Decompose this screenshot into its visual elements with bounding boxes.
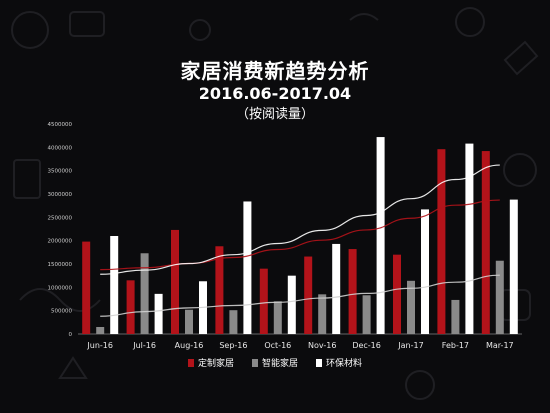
bar xyxy=(376,137,385,334)
chart-subtitle: 2016.06-2017.04 xyxy=(198,84,352,103)
y-tick-label: 0 xyxy=(69,332,73,338)
x-tick-label: Nov-16 xyxy=(308,341,336,350)
x-tick-label: Jun-16 xyxy=(86,341,113,350)
y-tick-label: 500000 xyxy=(51,309,72,315)
x-tick-label: Aug-16 xyxy=(175,341,204,350)
x-tick-label: Oct-16 xyxy=(264,341,291,350)
bar xyxy=(229,310,238,334)
bar xyxy=(451,299,460,334)
x-tick-label: Dec-16 xyxy=(352,341,381,350)
bar xyxy=(421,209,429,334)
chart-note: （按阅读量） xyxy=(235,107,314,122)
title-block: 家居消费新趋势分析 2016.06-2017.04 （按阅读量） xyxy=(0,58,550,124)
bar xyxy=(348,249,357,334)
bar xyxy=(243,201,252,334)
bar xyxy=(273,301,282,334)
y-tick-label: 3000000 xyxy=(48,192,73,198)
bar xyxy=(171,229,179,334)
y-tick-label: 1500000 xyxy=(48,262,73,268)
y-tick-label: 4000000 xyxy=(48,145,73,151)
bar xyxy=(465,143,474,334)
y-tick-label: 3500000 xyxy=(48,169,73,175)
bar xyxy=(259,268,268,334)
bar xyxy=(185,309,193,334)
x-tick-label: Sep-16 xyxy=(219,341,247,350)
legend-label: 定制家居 xyxy=(198,357,234,369)
trendline xyxy=(100,164,500,275)
x-tick-label: Feb-17 xyxy=(442,341,469,350)
y-tick-label: 2500000 xyxy=(48,215,73,221)
bar xyxy=(481,151,490,334)
bar xyxy=(287,275,296,334)
trendline xyxy=(100,199,500,271)
bar xyxy=(126,280,135,334)
trendline xyxy=(100,274,500,317)
legend-label: 智能家居 xyxy=(262,357,298,369)
legend-label: 环保材料 xyxy=(326,357,362,369)
legend-swatch xyxy=(252,359,258,367)
y-tick-label: 2000000 xyxy=(48,239,73,245)
bar xyxy=(140,253,149,334)
bar xyxy=(318,294,327,334)
legend-swatch xyxy=(316,359,322,367)
legend-swatch xyxy=(188,359,194,367)
bar xyxy=(332,243,341,334)
x-tick-label: Jul-16 xyxy=(132,341,156,350)
bar xyxy=(509,199,518,334)
bar xyxy=(362,295,371,334)
bar xyxy=(437,149,446,334)
bar xyxy=(154,293,163,334)
x-tick-label: Jan-17 xyxy=(397,341,423,350)
bar xyxy=(215,246,224,334)
y-tick-label: 1000000 xyxy=(48,285,73,291)
bar xyxy=(110,236,119,334)
bar xyxy=(393,254,401,334)
bar xyxy=(82,241,91,334)
bar xyxy=(407,280,415,334)
bar xyxy=(304,256,313,334)
bar xyxy=(495,260,504,334)
x-tick-label: Mar-17 xyxy=(486,341,514,350)
chart-title: 家居消费新趋势分析 xyxy=(180,59,370,83)
y-tick-label: 4500000 xyxy=(48,122,73,128)
bar xyxy=(96,327,105,334)
